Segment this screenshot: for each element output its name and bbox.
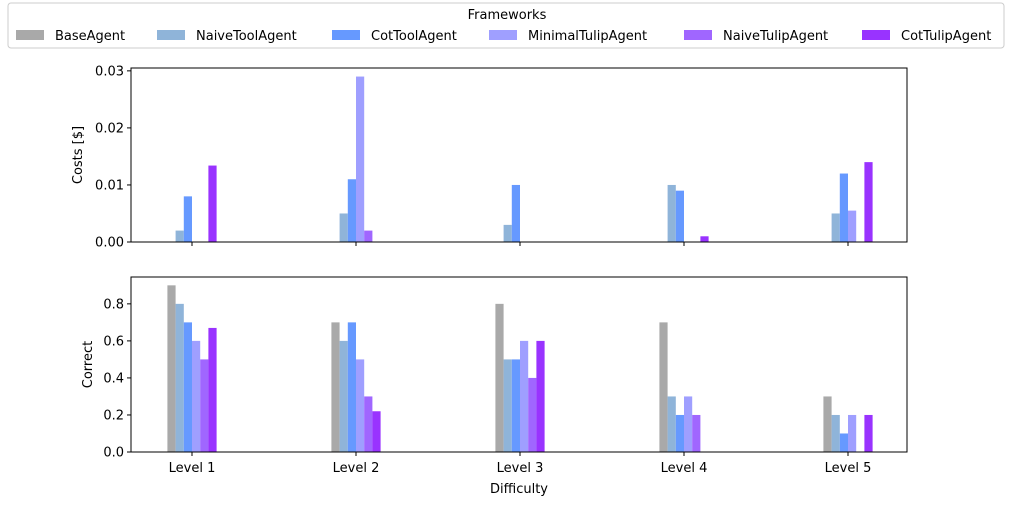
legend-swatch: [862, 30, 890, 40]
bar: [839, 433, 848, 452]
y-tick-label: 0.6: [103, 334, 124, 349]
bar: [839, 173, 848, 242]
legend-swatch: [684, 30, 712, 40]
legend-swatch: [489, 30, 517, 40]
bar: [700, 236, 709, 242]
y-tick-label: 0.03: [95, 64, 124, 79]
correct-subplot: 0.0 0.2 0.4 0.6 0.8 Correct Level 1 Level 2 Leve…: [81, 276, 908, 476]
bar: [659, 322, 668, 452]
bar: [208, 165, 217, 242]
bar: [347, 322, 356, 452]
legend-label: BaseAgent: [55, 29, 125, 44]
y-tick-label: 0.0: [103, 446, 124, 461]
x-tick-label: Level 4: [661, 461, 708, 476]
x-tick-label: Level 3: [497, 461, 544, 476]
y-tick-label: 0.4: [103, 371, 124, 386]
y-tick-label: 0.01: [95, 178, 124, 193]
x-tick-label: Level 5: [825, 461, 872, 476]
costs-subplot: 0.00 0.01 0.02 0.03 Costs [$]: [71, 64, 908, 251]
legend-title: Frameworks: [468, 8, 547, 23]
bar: [692, 414, 701, 452]
bar: [208, 327, 217, 452]
bar: [192, 340, 201, 452]
bar: [536, 340, 545, 452]
bar: [503, 359, 512, 452]
y-tick-label: 0.8: [103, 297, 124, 312]
plot-frame: [130, 67, 908, 243]
bar: [831, 213, 840, 242]
bar: [675, 190, 684, 242]
plot-frame: [130, 276, 908, 453]
bar: [528, 377, 537, 452]
bar: [339, 213, 348, 242]
bar: [864, 162, 873, 242]
bar: [823, 396, 832, 452]
legend-items: BaseAgent NaiveToolAgent CotToolAgent Minim…: [16, 29, 991, 44]
bar: [864, 414, 873, 452]
legend-label: MinimalTulipAgent: [528, 29, 647, 44]
bar: [200, 359, 209, 452]
bar: [667, 184, 676, 242]
y-axis-label: Costs [$]: [71, 126, 86, 184]
bar: [684, 396, 693, 452]
legend-label: CotTulipAgent: [901, 29, 991, 44]
bar: [495, 303, 504, 452]
bar: [356, 76, 365, 243]
bar: [372, 411, 381, 452]
legend-label: NaiveToolAgent: [196, 29, 297, 44]
bar: [364, 230, 373, 242]
bar: [848, 210, 857, 242]
x-tick-label: Level 1: [169, 461, 216, 476]
bar: [339, 340, 348, 452]
bar: [167, 285, 176, 452]
legend-swatch: [157, 30, 185, 40]
legend-label: CotToolAgent: [371, 29, 457, 44]
bar: [331, 322, 340, 452]
bar: [347, 179, 356, 242]
bar: [183, 196, 192, 242]
bar: [848, 414, 857, 452]
x-tick-label: Level 2: [333, 461, 380, 476]
legend-swatch: [16, 30, 44, 40]
legend-frame: [7, 2, 1005, 49]
y-tick-label: 0.2: [103, 408, 124, 423]
bar: [511, 359, 520, 452]
legend: Frameworks BaseAgent NaiveToolAgent CotToo…: [7, 2, 1005, 49]
bar: [831, 414, 840, 452]
bar: [356, 359, 365, 452]
bar: [175, 230, 184, 242]
x-axis-label: Difficulty: [490, 482, 548, 497]
bar: [667, 396, 676, 452]
legend-label: NaiveTulipAgent: [723, 29, 828, 44]
bar: [520, 340, 529, 452]
y-axis-label: Correct: [81, 341, 96, 388]
bar: [675, 414, 684, 452]
bar: [175, 303, 184, 452]
bar: [183, 322, 192, 452]
bar: [503, 224, 512, 242]
y-tick-label: 0.00: [95, 236, 124, 251]
y-tick-label: 0.02: [95, 121, 124, 136]
bar: [511, 184, 520, 242]
legend-swatch: [332, 30, 360, 40]
bar: [364, 396, 373, 452]
